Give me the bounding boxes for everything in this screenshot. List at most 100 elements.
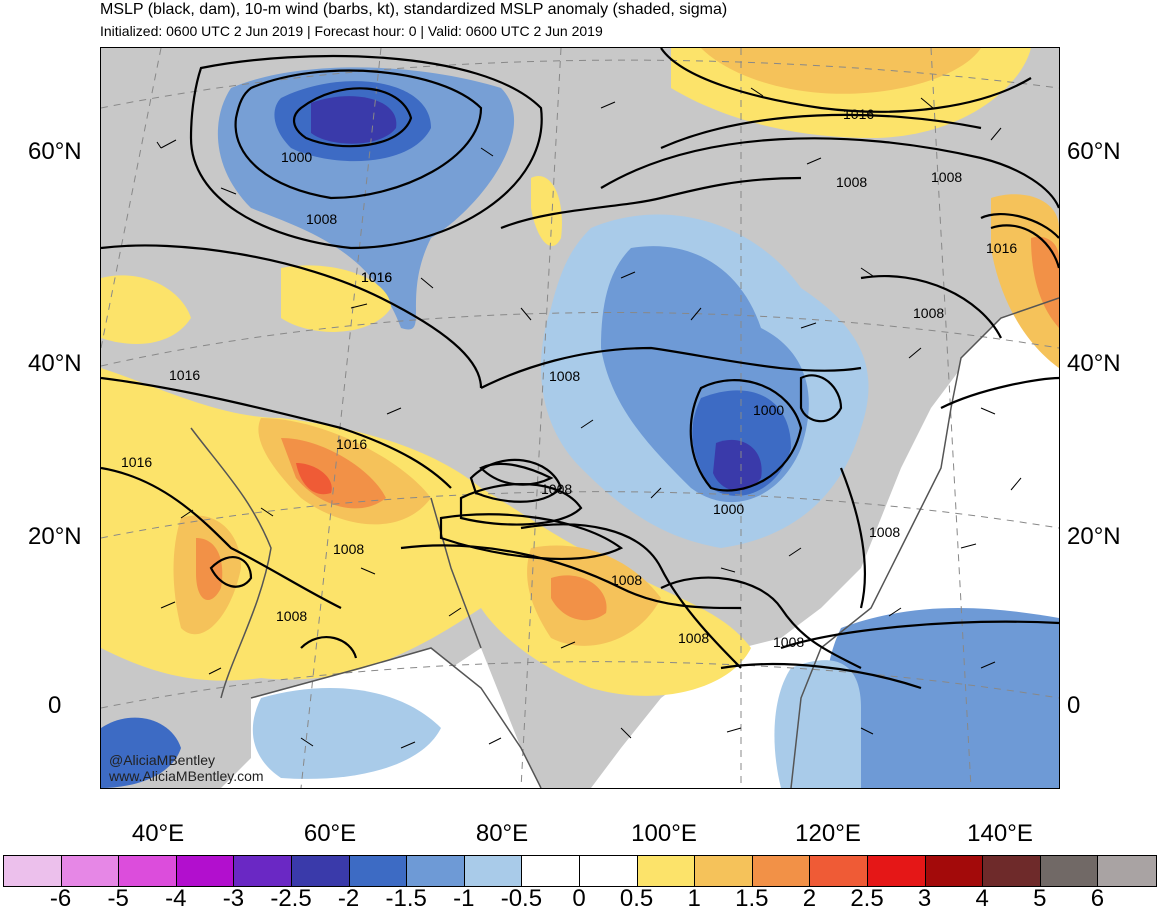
colorbar-swatch xyxy=(522,856,580,886)
contour-label: 1008 xyxy=(869,524,900,540)
contour-label: 1008 xyxy=(931,169,962,185)
colorbar-swatch xyxy=(925,856,984,886)
colorbar-tick-label: -2.5 xyxy=(270,885,312,912)
colorbar-tick-label: -3 xyxy=(222,885,245,912)
lat-label-20-right: 20°N xyxy=(1067,523,1121,550)
anomaly-darkorange-japan-east xyxy=(1031,236,1059,328)
lat-label-0-left: 0 xyxy=(48,692,62,719)
colorbar-swatch xyxy=(1040,856,1099,886)
colorbar-tick-label: -4 xyxy=(165,885,187,912)
contour-label: 1008 xyxy=(773,634,804,650)
colorbar-tick-label: 5 xyxy=(1033,885,1047,912)
map-title: MSLP (black, dam), 10-m wind (barbs, kt)… xyxy=(100,1,728,18)
lat-label-60-left: 60°N xyxy=(28,138,82,165)
contour-label: 1000 xyxy=(713,501,744,517)
anomaly-core-siberia xyxy=(311,96,397,144)
colorbar-tick-label: 1 xyxy=(687,885,701,912)
colorbar-tick-label: 6 xyxy=(1090,885,1105,912)
contour-label: 1000 xyxy=(281,149,312,165)
colorbar-swatch xyxy=(1098,856,1156,886)
contour-label: 1008 xyxy=(836,174,867,190)
anomaly-core-china xyxy=(713,439,762,491)
mslp-contours xyxy=(101,48,1059,690)
colorbar-tick-label: -0.5 xyxy=(500,885,543,912)
colorbar-swatch xyxy=(810,856,868,886)
contour-label: 1008 xyxy=(276,608,307,624)
contour-label: 1000 xyxy=(753,402,784,418)
anomaly-orange-ne xyxy=(701,48,981,94)
anomaly-lightblue-indian xyxy=(252,688,441,779)
anomaly-darkorange-bengal xyxy=(551,575,607,621)
contour-label: 1016 xyxy=(361,269,392,285)
colorbar-swatch xyxy=(464,856,523,886)
colorbar-swatch xyxy=(637,856,696,886)
lat-label-60-right: 60°N xyxy=(1067,138,1121,165)
colorbar-swatch xyxy=(983,856,1041,886)
colorbar-tick-label: -2 xyxy=(337,885,360,912)
colorbar-tick-label: 2 xyxy=(802,885,817,912)
contour-label: 1008 xyxy=(913,305,944,321)
colorbar-tick-label: -1 xyxy=(453,885,475,912)
credit-handle: @AliciaMBentley xyxy=(109,752,216,768)
colorbar-swatch xyxy=(234,856,292,886)
colorbar-tick-label: -6 xyxy=(49,885,72,912)
lon-label-80e: 80°E xyxy=(475,820,529,847)
colorbar-tick-label: 0 xyxy=(572,885,586,912)
lon-label-40e: 40°E xyxy=(131,820,185,847)
lat-label-0-right: 0 xyxy=(1067,692,1081,719)
contour-label: 1008 xyxy=(549,368,580,384)
anomaly-yellow-kazakh xyxy=(281,265,391,332)
colorbar-tick-label: 4 xyxy=(975,885,989,912)
wind-barbs xyxy=(156,87,1022,749)
contour-label: 1016 xyxy=(121,454,152,470)
graticule xyxy=(101,48,1059,788)
anomaly-darkorange-arabia xyxy=(196,538,223,600)
contour-label: 1008 xyxy=(611,572,642,588)
colorbar-swatch xyxy=(349,856,408,886)
map-subtitle: Initialized: 0600 UTC 2 Jun 2019 | Forec… xyxy=(100,23,603,39)
colorbar-swatch xyxy=(4,856,62,886)
lat-label-20-left: 20°N xyxy=(28,523,82,550)
contour-label: 1008 xyxy=(333,541,364,557)
contour-label: 1016 xyxy=(986,240,1017,256)
lon-label-120e: 120°E xyxy=(795,820,861,847)
colorbar-swatch xyxy=(291,856,350,886)
colorbar-tick-label: -5 xyxy=(107,885,129,912)
colorbar-tick-label: 1.5 xyxy=(735,885,769,912)
colorbar-swatch xyxy=(61,856,120,886)
anomaly-lightblue-pacific xyxy=(774,660,861,788)
contour-label: 1016 xyxy=(843,106,874,122)
contour-labels: 1000 1008 1016 1016 1016 1016 1008 1008 … xyxy=(121,106,1017,650)
lon-label-60e: 60°E xyxy=(303,820,357,847)
contour-label: 1008 xyxy=(541,481,572,497)
anomaly-yellow-europe xyxy=(101,275,191,344)
anomaly-blue-pacific xyxy=(821,608,1059,788)
lat-label-40-left: 40°N xyxy=(28,350,82,377)
lon-label-100e: 100°E xyxy=(631,820,697,847)
colorbar-swatch xyxy=(752,856,811,886)
contour-label: 1016 xyxy=(361,269,392,285)
contour-label: 1008 xyxy=(306,211,337,227)
colorbar-tick-label: 2.5 xyxy=(850,885,884,912)
map-canvas: 1000 1008 1016 1016 1016 1016 1008 1008 … xyxy=(101,48,1059,788)
colorbar-tick-label: -1.5 xyxy=(385,885,427,912)
contour-label: 1016 xyxy=(169,367,200,383)
anomaly-blue-sw xyxy=(101,717,181,788)
colorbar-swatch xyxy=(407,856,465,886)
lat-label-40-right: 40°N xyxy=(1067,350,1121,377)
lon-label-140e: 140°E xyxy=(967,820,1033,847)
colorbar-swatch xyxy=(695,856,753,886)
colorbar-tick-label: 0.5 xyxy=(619,885,654,912)
colorbar-swatch xyxy=(119,856,177,886)
contour-label: 1016 xyxy=(336,436,367,452)
coastlines xyxy=(190,297,1059,788)
colorbar-swatch xyxy=(176,856,235,886)
colorbar xyxy=(3,855,1157,887)
anomaly-red-iran xyxy=(296,463,332,495)
map-panel[interactable]: 1000 1008 1016 1016 1016 1016 1008 1008 … xyxy=(100,47,1060,789)
colorbar-swatch xyxy=(579,856,638,886)
anomaly-yellow-mongolia xyxy=(531,176,562,247)
contour-label: 1008 xyxy=(678,630,709,646)
anomaly-darkorange-iran xyxy=(281,438,386,509)
colorbar-tick-label: 3 xyxy=(917,885,932,912)
